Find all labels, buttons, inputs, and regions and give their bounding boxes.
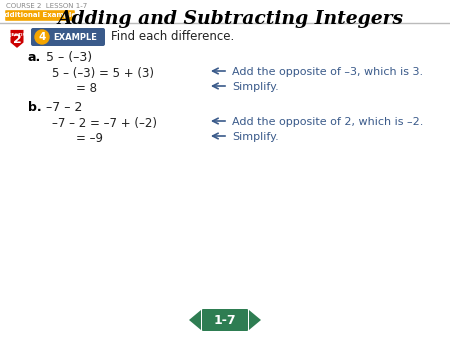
Polygon shape: [10, 30, 23, 48]
FancyBboxPatch shape: [202, 309, 248, 331]
Text: a.: a.: [28, 51, 41, 64]
Circle shape: [35, 30, 49, 44]
Text: OBJECTIVE: OBJECTIVE: [4, 33, 30, 37]
Text: = 8: = 8: [76, 82, 97, 95]
Text: EXAMPLE: EXAMPLE: [53, 32, 97, 42]
Text: Find each difference.: Find each difference.: [111, 30, 234, 44]
Text: 1-7: 1-7: [214, 314, 236, 327]
Text: 2: 2: [13, 33, 22, 46]
Text: Add the opposite of 2, which is –2.: Add the opposite of 2, which is –2.: [232, 117, 423, 127]
Text: 4: 4: [38, 32, 46, 42]
Text: Simplify.: Simplify.: [232, 82, 279, 92]
FancyBboxPatch shape: [31, 28, 105, 46]
Text: 5 – (–3): 5 – (–3): [46, 51, 92, 64]
Text: –7 – 2: –7 – 2: [46, 101, 82, 114]
FancyBboxPatch shape: [5, 10, 75, 21]
Text: = –9: = –9: [76, 132, 103, 145]
Text: COURSE 2  LESSON 1-7: COURSE 2 LESSON 1-7: [6, 3, 87, 9]
Text: –7 – 2 = –7 + (–2): –7 – 2 = –7 + (–2): [52, 117, 157, 130]
Text: 5 – (–3) = 5 + (3): 5 – (–3) = 5 + (3): [52, 67, 154, 80]
Text: b.: b.: [28, 101, 41, 114]
Text: Adding and Subtracting Integers: Adding and Subtracting Integers: [57, 10, 403, 28]
Text: Add the opposite of –3, which is 3.: Add the opposite of –3, which is 3.: [232, 67, 423, 77]
Polygon shape: [249, 310, 261, 330]
Text: Simplify.: Simplify.: [232, 132, 279, 142]
Text: Additional Examples: Additional Examples: [0, 13, 81, 19]
Polygon shape: [189, 310, 201, 330]
